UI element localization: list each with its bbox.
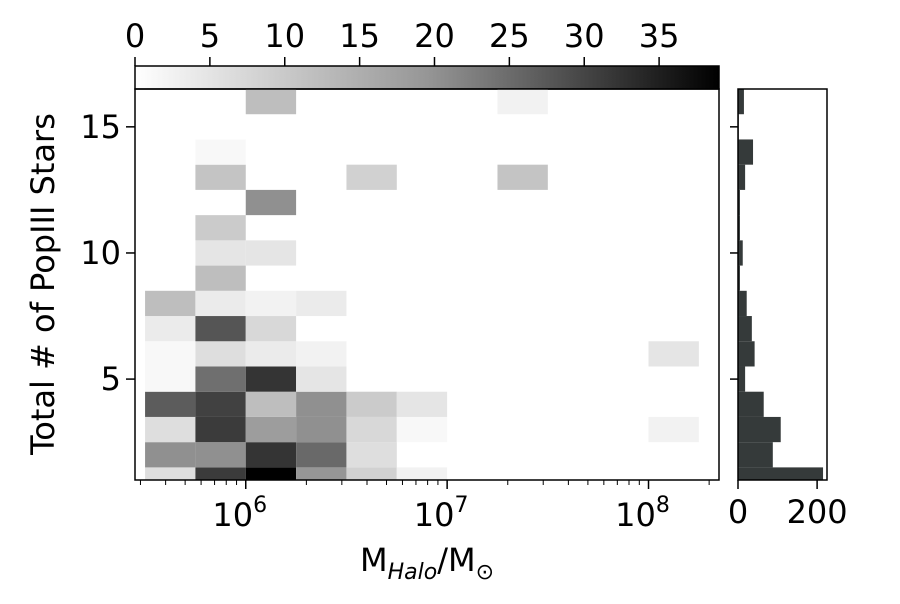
heatmap-cell <box>195 467 246 480</box>
x-axis-ticks: 106 107 108 <box>139 480 710 534</box>
colorbar-tick-label: 10 <box>264 17 305 55</box>
colorbar-tick-label: 25 <box>489 17 530 55</box>
marginal-x-tick-label: 200 <box>787 493 848 531</box>
marginal-histogram-frame <box>737 88 828 481</box>
colorbar-tick-label: 5 <box>200 17 220 55</box>
heatmap-cell <box>346 164 397 190</box>
marginal-x-tick-label: 0 <box>728 493 748 531</box>
histogram-bar <box>738 366 746 392</box>
heatmap-cell <box>296 467 347 480</box>
heatmap-cell <box>195 391 246 417</box>
heatmap-cell <box>346 416 397 443</box>
heatmap-cell <box>245 290 297 317</box>
heatmap-cell <box>195 366 246 392</box>
marginal-histogram-panel: 0 200 <box>728 88 848 531</box>
heatmap-cell <box>245 416 297 443</box>
heatmap-cell <box>145 416 196 443</box>
heatmap-cell <box>497 164 548 190</box>
heatmap-cell <box>346 442 397 468</box>
colorbar-tick-label: 35 <box>639 17 680 55</box>
heatmap-cell <box>145 442 196 468</box>
heatmap-cell <box>195 164 246 190</box>
colorbar: 0 5 10 15 20 25 30 35 <box>125 17 720 90</box>
x-tick-label: 108 <box>615 493 670 534</box>
histogram-bar <box>738 215 740 241</box>
heatmap-cell <box>195 240 246 266</box>
marginal-y-axis-ticks <box>730 126 738 380</box>
x-tick-label: 106 <box>212 493 267 534</box>
marginal-x-axis-ticks: 0 200 <box>728 480 848 531</box>
colorbar-tick-label: 15 <box>339 17 380 55</box>
x-tick-label: 107 <box>414 493 469 534</box>
histogram-bar <box>738 416 781 443</box>
heatmap-cell <box>296 341 347 367</box>
colorbar-ticks: 0 5 10 15 20 25 30 35 <box>125 17 680 66</box>
heatmap-cell <box>195 265 246 291</box>
heatmap-cell <box>296 290 347 317</box>
marginal-histogram-bars <box>738 89 824 480</box>
heatmap-cell <box>245 189 297 216</box>
heatmap-cell <box>195 215 246 241</box>
y-tick-label: 10 <box>80 234 121 272</box>
heatmap-cell <box>296 416 347 443</box>
heatmap-cell <box>346 467 397 480</box>
heatmap-cell <box>245 341 297 367</box>
heatmap-cell <box>195 416 246 443</box>
heatmap-cell <box>245 240 297 266</box>
heatmap-cell <box>245 391 297 417</box>
histogram-bar <box>738 189 740 216</box>
heatmap-cell <box>296 442 347 468</box>
heatmap-cell <box>648 416 699 443</box>
histogram-bar <box>738 265 740 291</box>
y-axis-label: Total # of PopIII Stars <box>24 113 62 456</box>
heatmap-cell <box>145 316 196 342</box>
heatmap-cell <box>195 139 246 165</box>
colorbar-tick-label: 30 <box>564 17 605 55</box>
heatmap-cell <box>396 467 448 480</box>
heatmap-panel: 106 107 108 5 10 15 MHalo/M⊙ Total # of PopI… <box>24 88 720 585</box>
histogram-bar <box>738 341 755 367</box>
heatmap-cell <box>396 416 448 443</box>
y-tick-label: 5 <box>101 360 121 398</box>
histogram-bar <box>738 442 773 468</box>
histogram-bar <box>738 240 743 266</box>
heatmap-cell <box>296 391 347 417</box>
heatmap-cell <box>497 89 548 115</box>
histogram-bar <box>738 139 754 165</box>
heatmap-cell <box>195 290 246 317</box>
histogram-bar <box>738 290 747 317</box>
heatmap-frame <box>134 88 720 481</box>
histogram-bar <box>738 467 824 480</box>
y-tick-label: 15 <box>80 108 121 146</box>
heatmap-cell <box>145 391 196 417</box>
heatmap-cell <box>245 89 297 115</box>
heatmap-cell <box>195 442 246 468</box>
histogram-bar <box>738 89 744 115</box>
heatmap-cell <box>195 341 246 367</box>
x-axis-label: MHalo/M⊙ <box>360 541 494 585</box>
heatmap-cell <box>245 366 297 392</box>
heatmap-cell <box>195 316 246 342</box>
heatmap-cell <box>396 391 448 417</box>
heatmap-cell <box>648 341 699 367</box>
histogram-bar <box>738 391 764 417</box>
heatmap-cell <box>145 290 196 317</box>
heatmap-cell <box>145 366 196 392</box>
colorbar-tick-label: 0 <box>125 17 145 55</box>
heatmap-cell <box>245 316 297 342</box>
heatmap-cell <box>296 366 347 392</box>
heatmap-cell <box>346 391 397 417</box>
histogram-bar <box>738 316 752 342</box>
heatmap-cell <box>145 341 196 367</box>
colorbar-gradient <box>134 65 720 90</box>
heatmap-cell <box>245 442 297 468</box>
histogram-bar <box>738 164 746 190</box>
heatmap-cells <box>145 89 699 480</box>
colorbar-tick-label: 20 <box>414 17 455 55</box>
heatmap-cell <box>245 467 297 480</box>
y-axis-ticks: 5 10 15 <box>80 108 135 398</box>
heatmap-cell <box>145 467 196 480</box>
